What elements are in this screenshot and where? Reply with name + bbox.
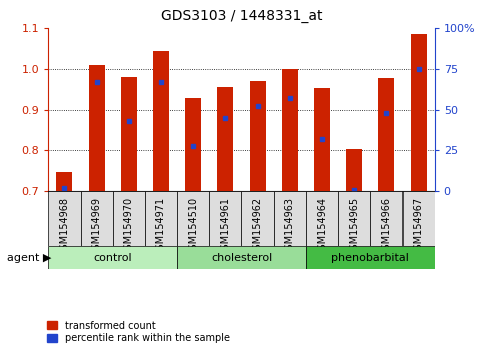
Text: GSM154966: GSM154966 [382,196,391,256]
Bar [113,191,145,246]
Text: GSM154971: GSM154971 [156,196,166,256]
Bar [282,69,298,191]
Text: GSM154963: GSM154963 [285,196,295,256]
Text: GSM154962: GSM154962 [253,196,263,256]
Text: GSM154964: GSM154964 [317,196,327,256]
Bar [306,246,435,269]
Bar [314,88,330,191]
Bar [411,34,426,191]
Bar [153,51,169,191]
Text: control: control [93,252,132,263]
Text: GSM154970: GSM154970 [124,196,134,256]
Bar [338,191,370,246]
Text: GDS3103 / 1448331_at: GDS3103 / 1448331_at [161,9,322,23]
Bar [402,191,435,246]
Bar [185,98,201,191]
Bar [242,191,274,246]
Bar [177,191,209,246]
Text: GSM154965: GSM154965 [349,196,359,256]
Text: agent ▶: agent ▶ [7,252,52,263]
Text: GSM154961: GSM154961 [220,196,230,256]
Bar [81,191,113,246]
Bar [274,191,306,246]
Bar [209,191,242,246]
Legend: transformed count, percentile rank within the sample: transformed count, percentile rank withi… [43,317,234,347]
Bar [57,172,72,191]
Text: phenobarbital: phenobarbital [331,252,409,263]
Bar [250,81,266,191]
Bar [145,191,177,246]
Bar [48,246,177,269]
Text: cholesterol: cholesterol [211,252,272,263]
Bar [48,191,81,246]
Text: GSM154510: GSM154510 [188,196,198,256]
Bar [177,246,306,269]
Bar [217,87,233,191]
Bar [306,191,338,246]
Bar [346,149,362,191]
Text: GSM154969: GSM154969 [92,196,101,256]
Bar [88,65,105,191]
Bar [378,78,395,191]
Text: GSM154968: GSM154968 [59,196,70,256]
Bar [370,191,402,246]
Text: GSM154967: GSM154967 [413,196,424,256]
Bar [121,77,137,191]
